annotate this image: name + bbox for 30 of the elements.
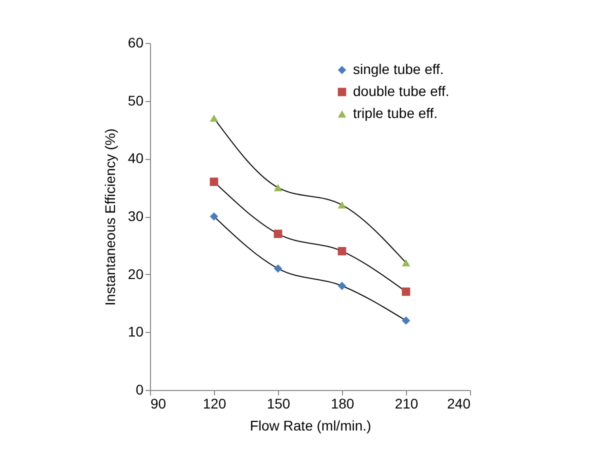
y-tick-label: 60: [128, 34, 144, 50]
point: [274, 184, 282, 192]
legend-label: single tube eff.: [353, 61, 444, 77]
y-tick-label: 0: [136, 382, 144, 398]
x-tick-label: 210: [394, 396, 418, 412]
x-tick-label: 180: [330, 396, 354, 412]
point: [402, 288, 410, 296]
point: [338, 282, 346, 290]
point: [338, 247, 346, 256]
x-tick-label: 120: [202, 396, 226, 412]
point: [210, 212, 218, 221]
point: [274, 264, 282, 273]
point: [210, 114, 218, 122]
legend-label: triple tube eff.: [353, 105, 438, 121]
y-tick-label: 50: [128, 92, 144, 108]
y-tick-label: 30: [128, 208, 144, 224]
x-tick-label: 150: [266, 396, 290, 412]
x-tick-label: 240: [447, 396, 471, 412]
y-tick-label: 10: [128, 324, 144, 340]
point: [338, 201, 346, 209]
legend-label: double tube eff.: [353, 83, 450, 99]
point: [402, 259, 410, 266]
point: [274, 230, 282, 238]
y-axis-title: Instantaneous Efficiency (%): [102, 128, 118, 306]
y-tick-label: 40: [128, 150, 144, 166]
point: [210, 178, 218, 186]
y-tick-label: 20: [128, 266, 144, 282]
x-tick-label: 90: [150, 396, 166, 412]
point: [402, 316, 410, 325]
x-axis-title: Flow Rate (ml/min.): [250, 418, 372, 434]
